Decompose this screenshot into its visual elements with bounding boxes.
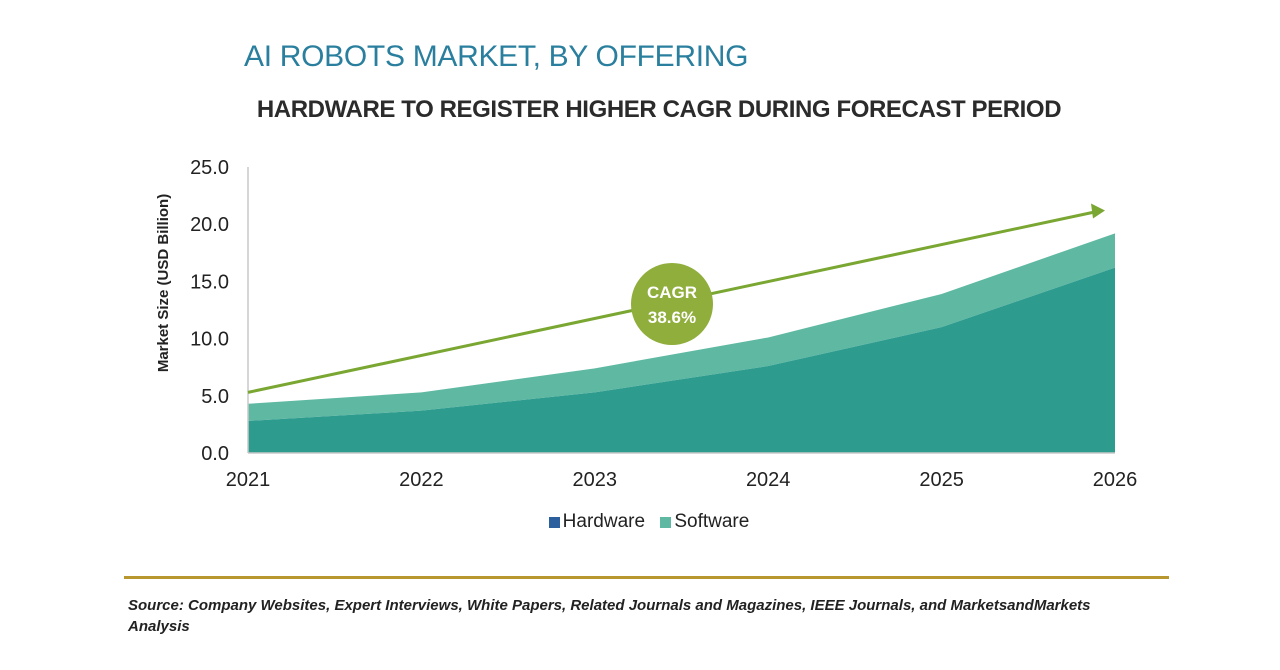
- legend-swatch-software: [660, 516, 672, 528]
- chart-legend: Hardware Software: [0, 511, 1280, 534]
- chart-title: AI ROBOTS MARKET, BY OFFERING: [244, 40, 749, 73]
- x-tick-label: 2026: [1093, 469, 1138, 491]
- legend-swatch-hardware: [548, 516, 560, 528]
- y-tick-label: 25.0: [190, 157, 229, 179]
- cagr-value: 38.6%: [648, 308, 696, 327]
- legend-item-hardware: Hardware: [548, 511, 646, 533]
- y-tick-label: 15.0: [190, 271, 229, 293]
- legend-label-hardware: Hardware: [562, 511, 646, 532]
- legend-item-software: Software: [660, 511, 749, 533]
- y-tick-label: 5.0: [201, 386, 229, 408]
- x-tick-label: 2021: [226, 469, 271, 491]
- hardware-area: [248, 267, 1115, 453]
- x-tick-label: 2024: [746, 469, 791, 491]
- legend-label-software: Software: [674, 511, 750, 532]
- x-tick-label: 2023: [573, 469, 618, 491]
- trend-arrow-head: [1091, 203, 1105, 219]
- cagr-bubble: [631, 263, 713, 345]
- source-note: Source: Company Websites, Expert Intervi…: [128, 597, 1091, 635]
- chart-subtitle: HARDWARE TO REGISTER HIGHER CAGR DURING …: [256, 96, 1062, 123]
- y-tick-label: 20.0: [190, 214, 229, 236]
- y-tick-label: 10.0: [190, 329, 229, 351]
- divider-rule: [124, 576, 1169, 579]
- cagr-label: CAGR: [647, 283, 697, 302]
- y-tick-label: 0.0: [201, 443, 229, 465]
- x-tick-label: 2025: [919, 469, 964, 491]
- x-tick-label: 2022: [399, 469, 444, 491]
- y-axis-title: Market Size (USD Billion): [155, 194, 172, 372]
